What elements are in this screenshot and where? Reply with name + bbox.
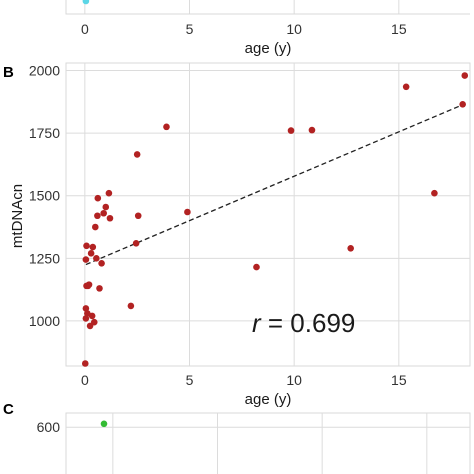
panel-b-data-point bbox=[82, 305, 90, 312]
panel-b-data-point bbox=[88, 312, 96, 320]
panel-b-data-point bbox=[94, 212, 101, 220]
panel-b-data-point bbox=[308, 126, 316, 134]
panel-b-data-point bbox=[93, 255, 100, 262]
panel-c-frame bbox=[65, 412, 471, 474]
panel-b-data-point bbox=[163, 123, 170, 131]
panel-a-gridlines bbox=[84, 0, 400, 14]
panel-b-data-point bbox=[431, 189, 438, 197]
panel-a-x-tick-label: 10 bbox=[286, 21, 302, 37]
panel-a-x-tick-label: 15 bbox=[391, 21, 407, 37]
panel-a: 0 5 10 15 age (y) bbox=[65, 0, 470, 57]
panel-b-data-point bbox=[94, 194, 102, 202]
panel-b-data-point bbox=[127, 302, 135, 310]
panel-b-data-point bbox=[132, 239, 140, 247]
panel-b-data-point bbox=[100, 209, 107, 217]
panel-b-data-point bbox=[83, 242, 90, 250]
panel-b-x-axis-label: age (y) bbox=[245, 391, 292, 408]
panel-b-data-point bbox=[81, 360, 89, 367]
panel-b-data-point bbox=[87, 250, 95, 257]
panel-c-letter: C bbox=[3, 401, 14, 418]
panel-b-data-point bbox=[102, 203, 110, 211]
panel-b-gridlines bbox=[66, 63, 470, 366]
panel-a-x-tick-label: 5 bbox=[186, 21, 194, 37]
panel-a-x-axis-label: age (y) bbox=[245, 40, 292, 57]
panel-c-y-tick-label: 600 bbox=[37, 419, 61, 435]
panel-b-data-point bbox=[461, 72, 469, 79]
panel-b-x-tick-label: 10 bbox=[286, 372, 302, 388]
panel-b-y-tick-label: 1750 bbox=[29, 125, 60, 141]
panel-b-y-tick-label: 2000 bbox=[29, 63, 60, 79]
panel-b-trendline bbox=[85, 103, 464, 266]
panel-b-points bbox=[81, 72, 469, 367]
panel-b-data-point bbox=[105, 189, 113, 197]
panel-b-data-point bbox=[85, 281, 93, 288]
panel-c-data-point bbox=[100, 420, 108, 428]
panel-b-x-tick-label: 15 bbox=[391, 372, 407, 388]
panel-b-data-point bbox=[459, 101, 466, 108]
panel-a-data-point bbox=[82, 0, 90, 5]
panel-a-x-tick-label: 0 bbox=[81, 21, 89, 37]
panel-b-y-tick-label: 1500 bbox=[29, 188, 60, 204]
panel-b-letter: B bbox=[3, 64, 14, 81]
panel-b-data-point bbox=[82, 315, 90, 322]
panel-b-data-point bbox=[184, 208, 191, 216]
panel-b-data-point bbox=[82, 256, 90, 263]
panel-c-y-tick-labels: 600 bbox=[37, 419, 61, 435]
panel-c: C 600 bbox=[3, 401, 471, 474]
panel-b-x-tick-label: 0 bbox=[81, 372, 89, 388]
panel-b-x-tick-labels: 0 5 10 15 bbox=[81, 372, 407, 388]
panel-b-y-axis-label: mtDNAcn bbox=[9, 184, 26, 248]
panel-b-data-point bbox=[134, 212, 142, 220]
panel-a-frame bbox=[65, 0, 470, 15]
panel-b-data-point bbox=[133, 151, 141, 158]
panel-b-data-point bbox=[402, 83, 410, 91]
panel-b-x-tick-label: 5 bbox=[186, 372, 194, 388]
panel-b-data-point bbox=[98, 260, 105, 267]
panel-b: B 0 5 10 15 1000 1250 1500 1750 2000 age (y) mt… bbox=[3, 62, 471, 408]
panel-b-correlation-annotation: r = 0.699 bbox=[252, 308, 355, 338]
panel-c-points bbox=[100, 420, 108, 428]
panel-b-correlation-symbol: r bbox=[252, 308, 262, 338]
panel-b-data-point bbox=[92, 223, 99, 231]
panel-b-y-tick-labels: 1000 1250 1500 1750 2000 bbox=[29, 63, 60, 329]
panel-b-y-tick-label: 1250 bbox=[29, 250, 60, 266]
panel-b-data-point bbox=[96, 285, 103, 292]
panel-b-data-point bbox=[106, 214, 114, 222]
panel-b-data-point bbox=[253, 263, 260, 271]
panel-b-data-point bbox=[347, 245, 354, 252]
panel-b-frame bbox=[65, 62, 471, 367]
panel-a-points bbox=[82, 0, 90, 5]
panel-b-data-point bbox=[90, 318, 98, 326]
panel-b-correlation-value: = 0.699 bbox=[261, 308, 356, 338]
panel-a-x-tick-labels: 0 5 10 15 bbox=[81, 21, 407, 37]
panel-c-gridlines bbox=[66, 413, 470, 474]
panel-b-data-point bbox=[287, 127, 295, 134]
panel-b-data-point bbox=[89, 243, 97, 251]
panel-b-y-tick-label: 1000 bbox=[29, 313, 60, 329]
